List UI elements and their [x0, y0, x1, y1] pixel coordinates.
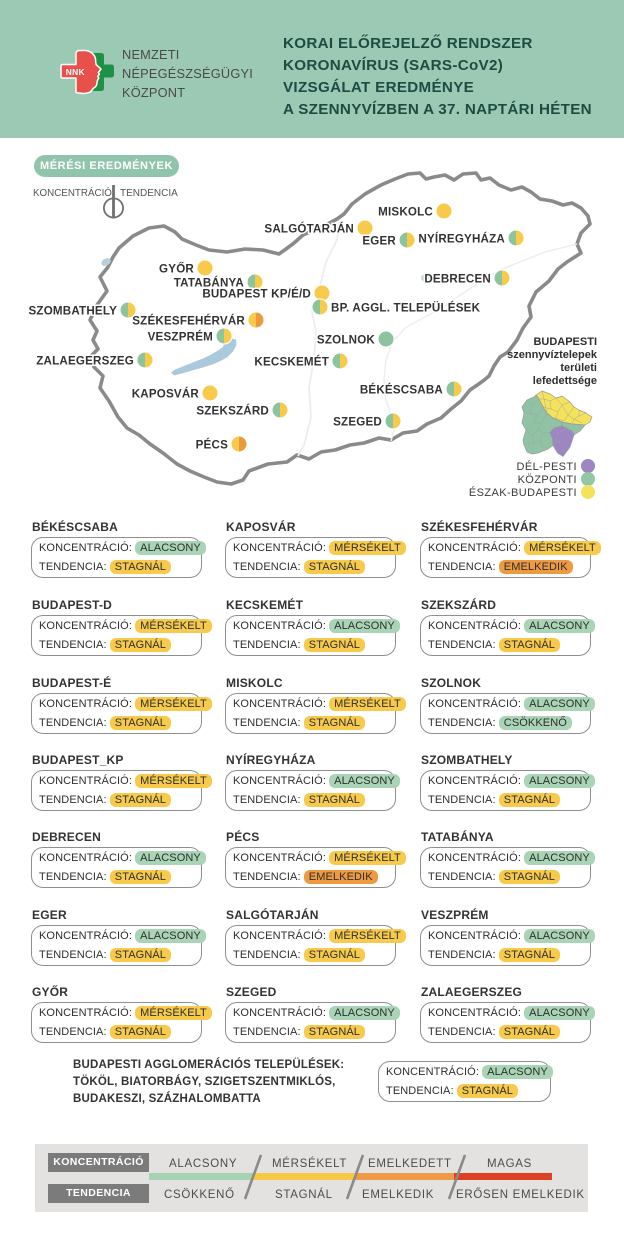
- svg-text:DÉL-PESTI: DÉL-PESTI: [517, 460, 577, 473]
- svg-text:KAPOSVÁR: KAPOSVÁR: [132, 388, 200, 401]
- svg-text:PÉCS: PÉCS: [196, 439, 228, 452]
- svg-text:KECSKEMÉT: KECSKEMÉT: [254, 356, 329, 369]
- svg-text:GYŐR: GYŐR: [159, 263, 194, 276]
- svg-text:MISKOLC: MISKOLC: [378, 206, 433, 219]
- svg-text:VESZPRÉM: VESZPRÉM: [148, 331, 213, 344]
- svg-text:KÖZPONTI: KÖZPONTI: [518, 474, 577, 486]
- svg-text:területi: területi: [560, 362, 597, 374]
- svg-text:BUDAPEST KP/É/D: BUDAPEST KP/É/D: [202, 288, 311, 301]
- svg-text:szennyvíztelepek: szennyvíztelepek: [507, 349, 598, 361]
- svg-text:TATABÁNYA: TATABÁNYA: [174, 277, 245, 290]
- svg-text:SALGÓTARJÁN: SALGÓTARJÁN: [264, 223, 354, 236]
- svg-text:lefedettsége: lefedettsége: [533, 375, 597, 387]
- svg-text:ÉSZAK-BUDAPESTI: ÉSZAK-BUDAPESTI: [469, 486, 577, 499]
- svg-text:BUDAPESTI: BUDAPESTI: [533, 336, 597, 348]
- svg-text:SZOMBATHELY: SZOMBATHELY: [28, 305, 117, 318]
- svg-text:BP. AGGL. TELEPÜLÉSEK: BP. AGGL. TELEPÜLÉSEK: [331, 302, 481, 315]
- svg-text:BÉKÉSCSABA: BÉKÉSCSABA: [360, 384, 444, 397]
- svg-text:NNK: NNK: [66, 67, 85, 77]
- svg-text:SZÉKESFEHÉRVÁR: SZÉKESFEHÉRVÁR: [132, 315, 245, 328]
- svg-text:SZOLNOK: SZOLNOK: [317, 334, 376, 347]
- svg-text:SZEGED: SZEGED: [333, 416, 382, 429]
- svg-text:SZEKSZÁRD: SZEKSZÁRD: [196, 405, 269, 418]
- svg-text:EGER: EGER: [362, 235, 396, 248]
- svg-text:NYÍREGYHÁZA: NYÍREGYHÁZA: [418, 233, 505, 246]
- svg-text:ZALAEGERSZEG: ZALAEGERSZEG: [36, 355, 134, 368]
- svg-text:DEBRECEN: DEBRECEN: [424, 273, 491, 286]
